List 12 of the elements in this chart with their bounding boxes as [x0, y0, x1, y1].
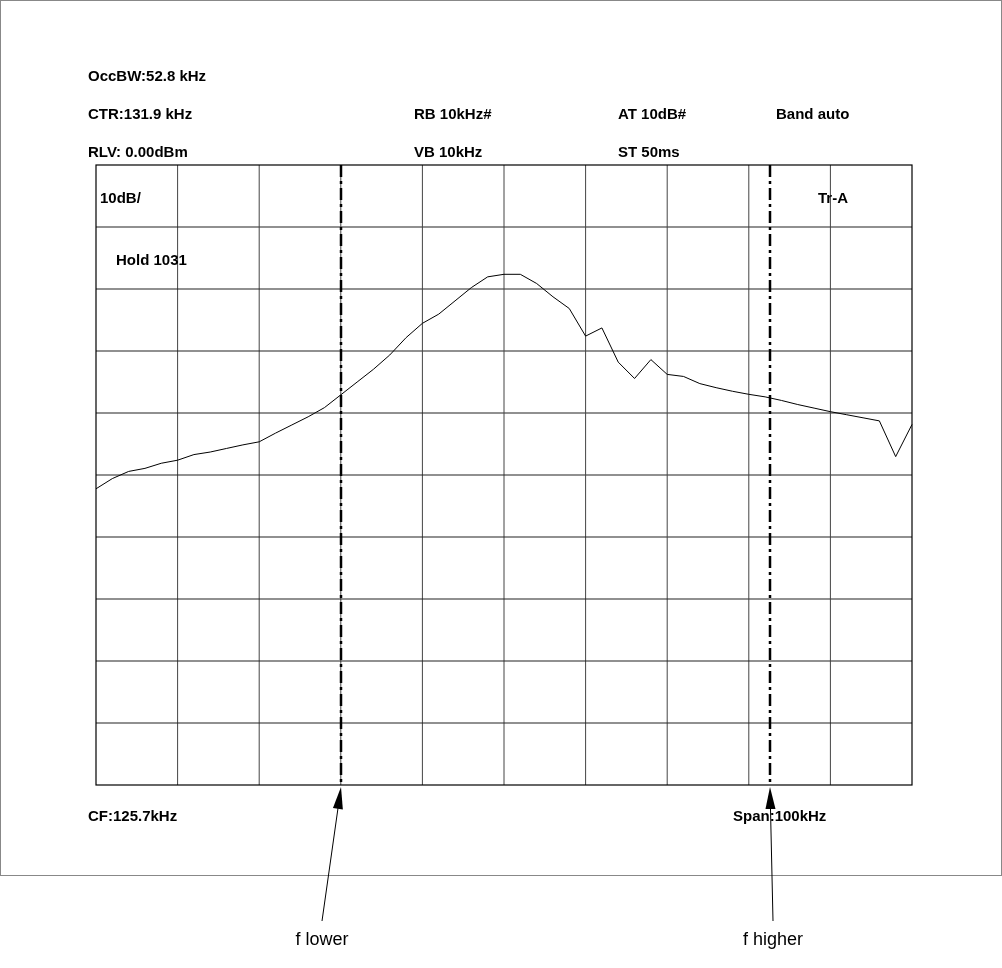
text: f lower [295, 929, 349, 949]
text: 10dB/ [100, 189, 142, 206]
text: CTR:131.9 kHz [88, 105, 193, 122]
text: Band auto [776, 105, 850, 122]
text: ST 50ms [618, 143, 680, 160]
text: f higher [742, 929, 804, 949]
text: VB 10kHz [414, 143, 483, 160]
text: CF:125.7kHz [88, 807, 178, 824]
text: RLV: 0.00dBm [88, 143, 188, 160]
text: RB 10kHz# [414, 105, 493, 122]
text: OccBW:52.8 kHz [88, 67, 207, 84]
text: AT 10dB# [618, 105, 687, 122]
